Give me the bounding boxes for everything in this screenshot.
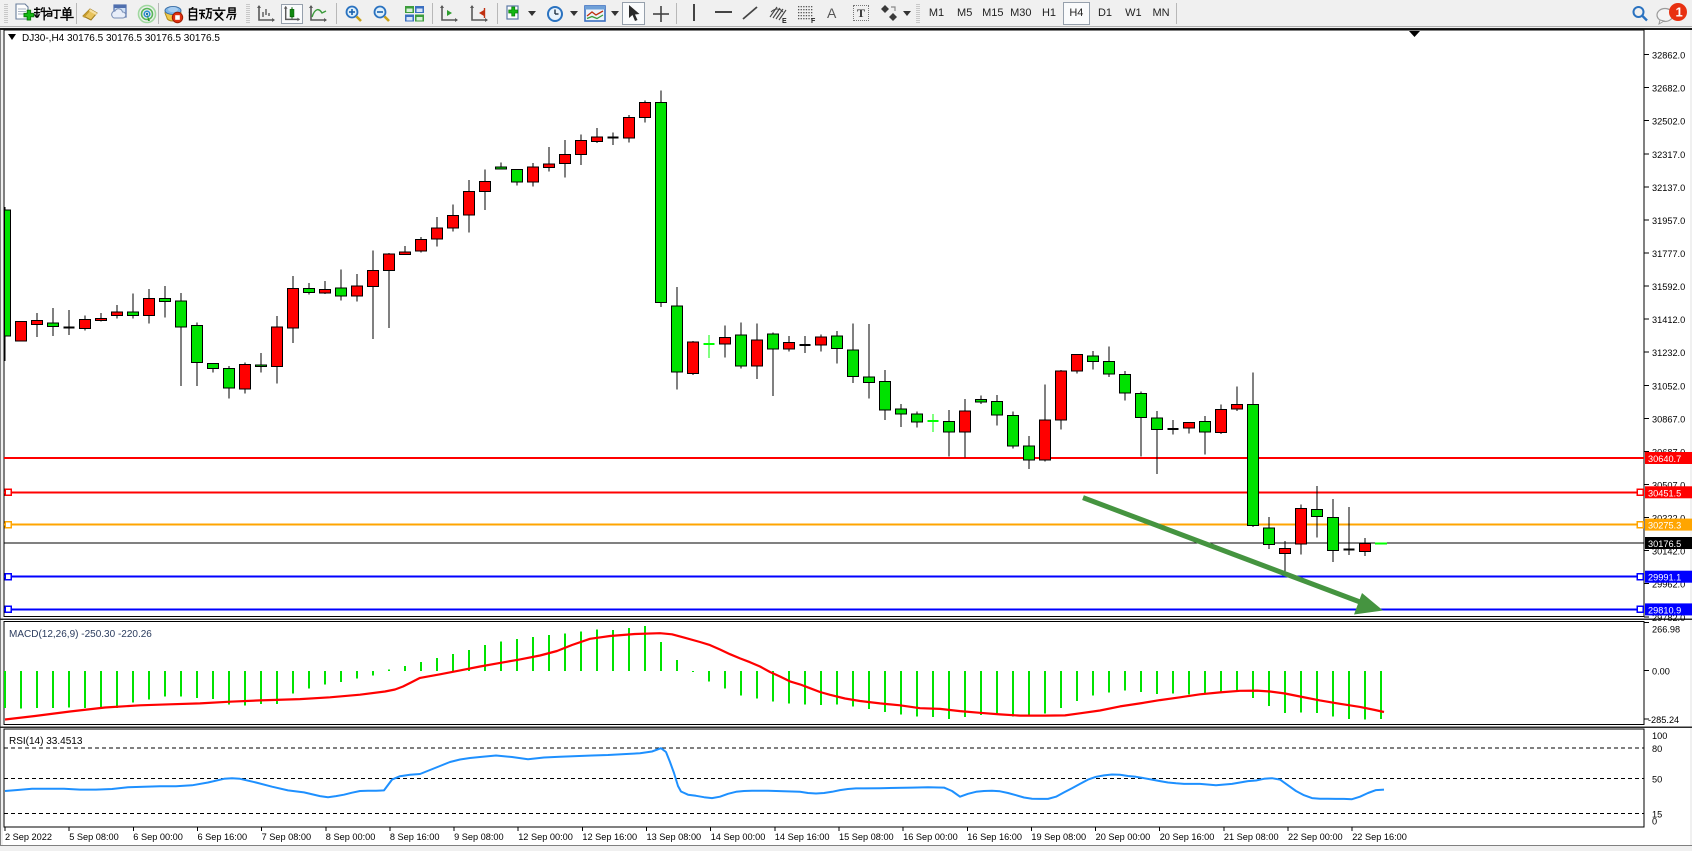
svg-text:31592.0: 31592.0 (1652, 282, 1685, 292)
svg-text:30275.3: 30275.3 (1648, 521, 1681, 531)
svg-text:E: E (782, 18, 787, 25)
svg-text:-285.24: -285.24 (1648, 715, 1679, 725)
svg-text:19 Sep 08:00: 19 Sep 08:00 (1031, 832, 1086, 842)
svg-text:20 Sep 16:00: 20 Sep 16:00 (1160, 832, 1215, 842)
svg-text:6 Sep 00:00: 6 Sep 00:00 (133, 832, 183, 842)
svg-text:2 Sep 2022: 2 Sep 2022 (5, 832, 52, 842)
svg-text:16 Sep 16:00: 16 Sep 16:00 (967, 832, 1022, 842)
svg-text:80: 80 (1652, 744, 1662, 754)
svg-text:22 Sep 16:00: 22 Sep 16:00 (1352, 832, 1407, 842)
svg-text:15 Sep 08:00: 15 Sep 08:00 (839, 832, 894, 842)
svg-text:31412.0: 31412.0 (1652, 315, 1685, 325)
svg-text:30867.0: 30867.0 (1652, 414, 1685, 424)
svg-text:31957.0: 31957.0 (1652, 216, 1685, 226)
svg-text:16 Sep 00:00: 16 Sep 00:00 (903, 832, 958, 842)
svg-text:5 Sep 08:00: 5 Sep 08:00 (69, 832, 119, 842)
svg-text:31777.0: 31777.0 (1652, 249, 1685, 259)
svg-text:8 Sep 00:00: 8 Sep 00:00 (326, 832, 376, 842)
svg-text:20 Sep 00:00: 20 Sep 00:00 (1096, 832, 1151, 842)
svg-text:14 Sep 00:00: 14 Sep 00:00 (711, 832, 766, 842)
svg-text:RSI(14) 33.4513: RSI(14) 33.4513 (9, 736, 83, 747)
svg-text:32502.0: 32502.0 (1652, 117, 1685, 127)
svg-text:29810.9: 29810.9 (1648, 605, 1681, 615)
svg-text:30142.0: 30142.0 (1652, 547, 1685, 557)
svg-text:29782.0: 29782.0 (1652, 613, 1685, 623)
svg-text:22 Sep 00:00: 22 Sep 00:00 (1288, 832, 1343, 842)
svg-text:12 Sep 16:00: 12 Sep 16:00 (582, 832, 637, 842)
svg-text:30451.5: 30451.5 (1648, 488, 1681, 498)
svg-text:0.00: 0.00 (1652, 667, 1670, 677)
svg-text:0: 0 (1652, 817, 1657, 827)
svg-text:32862.0: 32862.0 (1652, 51, 1685, 61)
svg-text:31232.0: 31232.0 (1652, 348, 1685, 358)
svg-text:7 Sep 08:00: 7 Sep 08:00 (262, 832, 312, 842)
svg-text:30507.0: 30507.0 (1652, 481, 1685, 491)
svg-text:DJ30-,H4 30176.5 30176.5 3017: DJ30-,H4 30176.5 30176.5 30176.5 30176.5 (22, 33, 220, 44)
svg-text:8 Sep 16:00: 8 Sep 16:00 (390, 832, 440, 842)
svg-text:32317.0: 32317.0 (1652, 150, 1685, 160)
svg-text:F: F (811, 18, 816, 25)
svg-text:29991.1: 29991.1 (1648, 573, 1681, 583)
svg-text:6 Sep 16:00: 6 Sep 16:00 (198, 832, 248, 842)
svg-text:13 Sep 08:00: 13 Sep 08:00 (647, 832, 702, 842)
svg-text:21 Sep 08:00: 21 Sep 08:00 (1224, 832, 1279, 842)
svg-text:30640.7: 30640.7 (1648, 454, 1681, 464)
svg-text:12 Sep 00:00: 12 Sep 00:00 (518, 832, 573, 842)
svg-text:MACD(12,26,9) -250.30 -220.26: MACD(12,26,9) -250.30 -220.26 (9, 629, 152, 640)
svg-text:31052.0: 31052.0 (1652, 381, 1685, 391)
svg-text:30176.5: 30176.5 (1648, 539, 1681, 549)
svg-text:14 Sep 16:00: 14 Sep 16:00 (775, 832, 830, 842)
svg-text:50: 50 (1652, 774, 1662, 784)
svg-text:266.98: 266.98 (1652, 625, 1680, 635)
svg-text:9 Sep 08:00: 9 Sep 08:00 (454, 832, 504, 842)
svg-text:29962.0: 29962.0 (1652, 580, 1685, 590)
svg-text:15: 15 (1652, 809, 1662, 819)
svg-text:1: 1 (1676, 5, 1683, 20)
svg-text:100: 100 (1652, 731, 1667, 741)
svg-text:32137.0: 32137.0 (1652, 183, 1685, 193)
svg-text:32682.0: 32682.0 (1652, 84, 1685, 94)
